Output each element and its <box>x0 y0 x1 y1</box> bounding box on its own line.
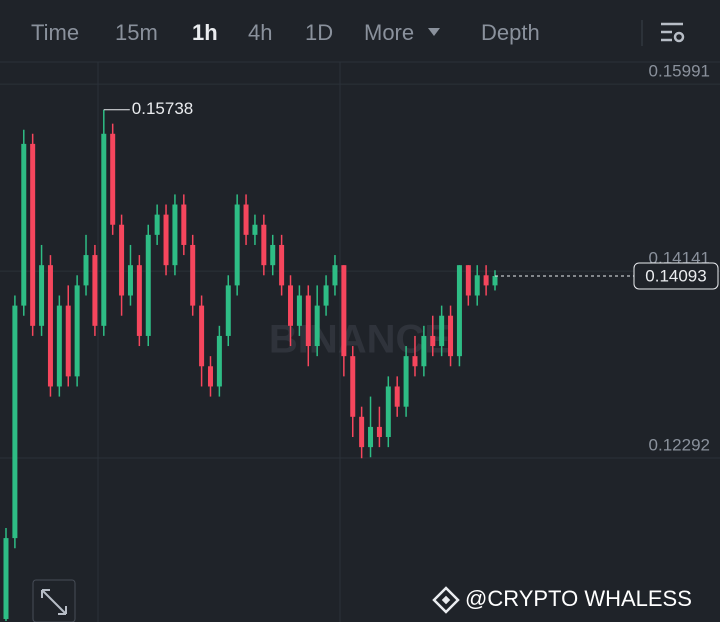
candle-body <box>403 356 409 407</box>
candle-body <box>385 386 391 438</box>
candle-body <box>234 204 240 286</box>
candle-body <box>394 386 400 407</box>
candle-body <box>56 305 62 387</box>
candle-body <box>110 133 116 225</box>
candle-body <box>216 335 222 387</box>
candle-body <box>127 265 133 296</box>
tab[interactable]: 4h <box>248 20 272 45</box>
candle-body <box>74 285 80 377</box>
candle-body <box>421 335 427 367</box>
candle-body <box>430 335 436 347</box>
expand-button[interactable] <box>32 579 76 622</box>
candle-body <box>47 265 53 387</box>
candle-body <box>456 265 462 357</box>
candle-body <box>252 224 258 235</box>
tab-active[interactable]: 1h <box>192 20 218 45</box>
candle-body <box>376 426 382 438</box>
candle-body <box>474 275 480 296</box>
candle-body <box>207 366 213 387</box>
candle-body <box>305 295 311 347</box>
candle-body <box>136 265 142 336</box>
candle-body <box>288 285 294 326</box>
overlay: 0.15738 0.14093 <box>103 99 719 290</box>
candle-body <box>439 315 445 347</box>
candle-body <box>314 305 320 347</box>
settings-icon[interactable] <box>661 22 685 43</box>
candle-body <box>350 356 356 417</box>
candle-body <box>323 285 329 306</box>
candle-body <box>412 356 418 367</box>
candle-body <box>101 133 107 326</box>
candle-body <box>359 416 365 448</box>
candle-body <box>261 224 267 266</box>
candle-body <box>368 426 374 448</box>
candle-body <box>83 255 89 286</box>
tab[interactable]: Time <box>31 20 79 45</box>
high-label: 0.15738 <box>132 99 193 118</box>
candle-body <box>448 315 454 357</box>
credit: @CRYPTO WHALESS <box>465 586 692 611</box>
candle-body <box>119 224 125 296</box>
candle-body <box>296 295 302 326</box>
candle-body <box>30 143 36 326</box>
y-tick-label: 0.15991 <box>649 62 710 81</box>
candle-body <box>39 265 45 326</box>
candle-body <box>154 214 160 235</box>
tab[interactable]: 15m <box>115 20 158 45</box>
tab[interactable]: Depth <box>481 20 540 45</box>
candle-body <box>3 538 9 619</box>
candle-body <box>163 214 169 266</box>
candle-body <box>145 234 151 336</box>
candle-body <box>92 255 98 326</box>
candle-body <box>172 204 178 266</box>
candle-body <box>199 305 205 367</box>
candle-body <box>21 143 27 306</box>
candle-body <box>341 265 347 357</box>
candle-body <box>225 285 231 336</box>
candle-body <box>270 244 276 266</box>
candle-body <box>190 244 196 306</box>
candle-body <box>279 244 285 286</box>
candle-body <box>12 305 18 539</box>
candle-body <box>181 204 187 245</box>
candle-body <box>65 305 71 377</box>
candle-body <box>492 275 498 286</box>
candle-body <box>465 265 471 296</box>
candle-body <box>332 265 338 286</box>
tab[interactable]: 1D <box>305 20 333 45</box>
last-price-label: 0.14093 <box>645 266 706 285</box>
dropdown-arrow[interactable] <box>428 28 440 36</box>
expand-icon <box>41 589 67 615</box>
y-tick-label: 0.12292 <box>649 436 710 455</box>
last-price-box <box>633 262 719 290</box>
candles <box>3 109 498 621</box>
toolbar: Time 15m 1h 4h 1D More Depth <box>31 20 540 45</box>
candle-body <box>483 275 489 286</box>
logo <box>432 586 460 614</box>
candle-body <box>243 204 249 235</box>
tab[interactable]: More <box>364 20 414 45</box>
